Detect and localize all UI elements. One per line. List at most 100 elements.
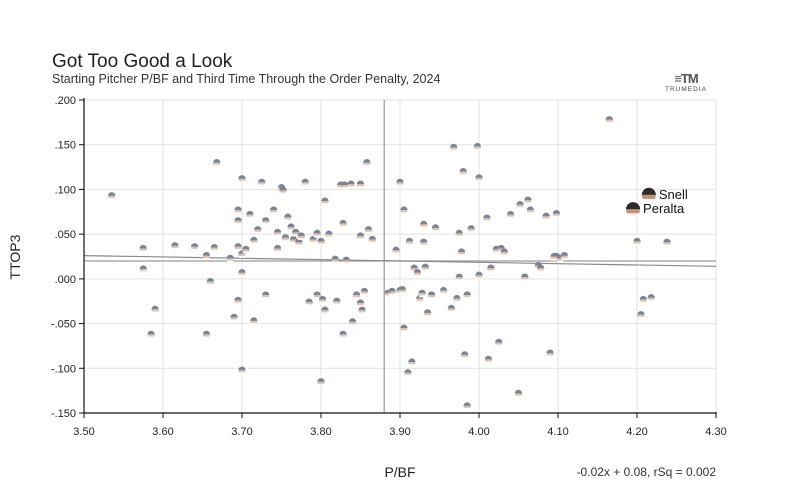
pitcher-jersey xyxy=(341,187,348,190)
pitcher-jersey xyxy=(475,179,483,182)
data-point xyxy=(473,142,482,151)
pitcher-jersey xyxy=(461,357,469,360)
y-tick-label: .200 xyxy=(55,95,76,107)
pitcher-cap xyxy=(238,175,246,179)
x-tick-label: 3.70 xyxy=(231,426,252,438)
reference-lines xyxy=(83,100,717,413)
data-point xyxy=(258,178,266,187)
data-point xyxy=(331,255,339,264)
pitcher-jersey xyxy=(400,212,408,215)
pitcher-cap xyxy=(560,252,568,256)
pitcher-jersey xyxy=(353,297,360,300)
pitcher-cap xyxy=(641,187,656,195)
pitcher-jersey xyxy=(420,226,427,229)
pitcher-cap xyxy=(262,217,270,221)
pitcher-cap xyxy=(626,202,641,210)
pitcher-cap xyxy=(226,254,234,259)
pitcher-jersey xyxy=(388,293,396,296)
pitcher-jersey xyxy=(501,254,508,257)
data-point xyxy=(347,180,355,189)
pitcher-jersey xyxy=(317,383,325,386)
pitcher-jersey xyxy=(557,260,564,263)
data-point xyxy=(663,238,671,247)
pitcher-jersey xyxy=(339,225,347,228)
pitcher-cap xyxy=(364,226,372,230)
data-point xyxy=(537,264,545,273)
data-point xyxy=(424,309,432,317)
pitcher-jersey xyxy=(363,164,371,167)
pitcher-jersey xyxy=(440,292,447,295)
pitcher-jersey xyxy=(242,251,250,254)
pitcher-jersey xyxy=(400,330,408,333)
data-point xyxy=(439,286,448,295)
data-point xyxy=(238,366,246,375)
pitcher-cap xyxy=(301,178,309,183)
data-point xyxy=(484,355,493,364)
pitcher-jersey xyxy=(399,291,406,294)
pitcher-jersey xyxy=(333,303,341,306)
y-tick-label: -.100 xyxy=(51,363,76,375)
pitcher-jersey xyxy=(507,216,514,219)
data-point xyxy=(398,285,406,294)
pitcher-cap xyxy=(250,236,258,241)
pitcher-jersey xyxy=(309,241,317,244)
data-point xyxy=(147,330,155,339)
pitcher-jersey xyxy=(392,252,400,255)
pitcher-cap xyxy=(605,116,613,120)
pitcher-cap xyxy=(262,291,270,295)
pitcher-cap xyxy=(202,330,211,335)
data-point xyxy=(467,225,475,233)
pitcher-cap xyxy=(292,228,300,233)
pitcher-jersey xyxy=(458,254,465,257)
pitcher-cap xyxy=(484,355,493,360)
pitcher-cap xyxy=(321,197,329,202)
data-point xyxy=(325,230,333,239)
pitcher-cap xyxy=(234,243,242,247)
data-point xyxy=(507,210,515,219)
pitcher-jersey xyxy=(274,250,281,253)
data-point xyxy=(333,297,341,306)
pitcher-cap xyxy=(287,223,295,227)
pitcher-cap xyxy=(483,214,491,219)
data-point xyxy=(400,206,408,215)
pitcher-cap xyxy=(473,142,482,147)
trendline-equation: -0.02x + 0.08, rSq = 0.002 xyxy=(576,465,716,479)
y-tick-label: -.050 xyxy=(51,319,76,331)
pitcher-jersey xyxy=(495,344,502,347)
pitcher-jersey xyxy=(365,231,372,234)
data-point xyxy=(234,206,242,215)
pitcher-jersey xyxy=(274,234,281,237)
data-point xyxy=(250,236,258,245)
highlighted-point xyxy=(641,187,656,203)
data-point xyxy=(313,229,321,238)
data-point xyxy=(287,223,295,232)
data-point xyxy=(234,243,242,251)
data-point xyxy=(408,358,416,367)
pitcher-cap xyxy=(431,224,440,228)
data-point xyxy=(202,252,211,260)
pitcher-jersey xyxy=(453,300,461,303)
pitcher-cap xyxy=(254,226,262,230)
pitcher-cap xyxy=(360,287,369,292)
data-point xyxy=(364,226,372,234)
pitcher-cap xyxy=(410,264,418,269)
pitcher-cap xyxy=(552,209,561,214)
highlighted-point xyxy=(626,202,641,218)
pitcher-cap xyxy=(463,291,471,295)
pitcher-jersey xyxy=(640,301,647,304)
pitcher-cap xyxy=(396,178,404,183)
pitcher-jersey xyxy=(463,408,471,410)
data-point xyxy=(363,158,371,167)
pitcher-cap xyxy=(459,167,467,172)
pitcher-jersey xyxy=(516,206,524,209)
data-point xyxy=(317,378,325,386)
data-points xyxy=(108,116,671,410)
pitcher-jersey xyxy=(357,238,364,241)
pitcher-jersey xyxy=(298,238,305,241)
pitcher-jersey xyxy=(357,186,364,189)
trumedia-logo-text: TRUMEDIA xyxy=(665,86,707,93)
pitcher-jersey xyxy=(459,173,467,176)
pitcher-jersey xyxy=(147,336,155,339)
data-point xyxy=(151,305,159,314)
y-tick-label: .150 xyxy=(55,140,76,152)
